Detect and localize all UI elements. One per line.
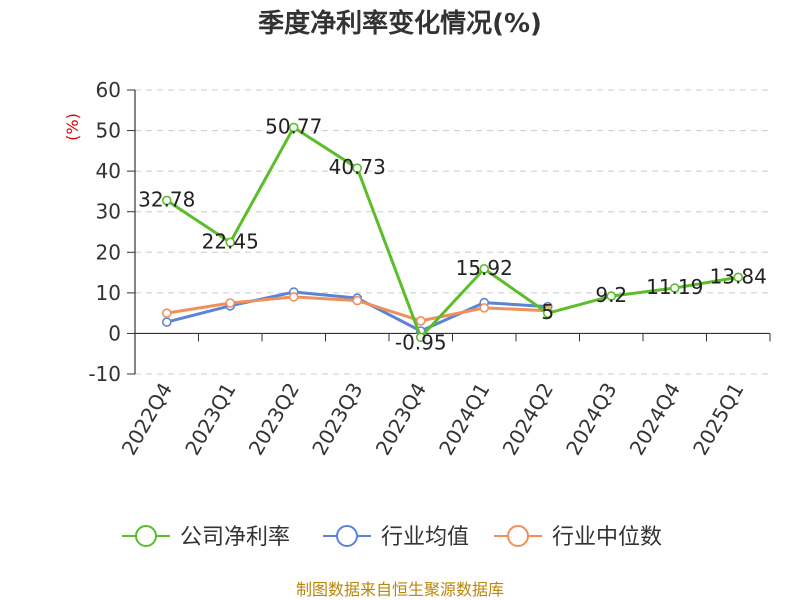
legend-label: 行业均值: [381, 525, 469, 550]
gridlines: [135, 89, 770, 375]
data-point: [479, 303, 490, 313]
data-point: [415, 316, 426, 326]
legend: 公司净利率 行业均值 行业中位数: [122, 525, 662, 550]
source-note: 制图数据来自恒生聚源数据库: [296, 580, 504, 599]
y-axis-label: (%): [63, 113, 82, 141]
x-tick-label: 2023Q1: [180, 379, 240, 460]
data-point: [225, 298, 236, 308]
data-point: [352, 163, 363, 173]
y-tick-label: 40: [96, 159, 121, 183]
data-point: [288, 122, 299, 133]
x-tick-label: 2025Q1: [688, 379, 748, 460]
data-label: 15.92: [456, 256, 513, 280]
data-point: [161, 317, 172, 327]
data-label: 22.45: [202, 229, 259, 253]
series-lines: [161, 122, 744, 343]
x-tick-label: 2023Q2: [244, 379, 304, 460]
x-tick-label: 2022Q4: [117, 379, 177, 460]
y-tick-label: 10: [96, 281, 121, 305]
chart-title: 季度净利率变化情况(%): [258, 8, 542, 39]
x-tick-label: 2024Q3: [561, 379, 621, 460]
data-label: 50.77: [265, 114, 322, 138]
data-point: [352, 295, 363, 306]
y-tick-label: -10: [88, 362, 121, 386]
y-tick-label: 30: [96, 200, 121, 224]
y-tick-label: 20: [96, 240, 121, 264]
legend-marker: [336, 525, 358, 547]
y-tick-label: 0: [108, 321, 121, 345]
data-labels: 32.78 22.45 50.77 40.73 -0.95 15.92 5 9.2 11.19 1…: [138, 114, 767, 354]
data-point: [669, 283, 680, 293]
data-point: [161, 308, 172, 318]
x-tick-label: 2023Q4: [371, 379, 431, 460]
data-label: 9.2: [595, 283, 627, 307]
data-label: 32.78: [138, 187, 195, 211]
x-tick-label: 2024Q2: [498, 379, 558, 460]
data-label: 40.73: [329, 155, 386, 179]
x-tick-label: 2024Q4: [625, 379, 685, 460]
x-tick-label: 2024Q1: [434, 379, 494, 460]
data-label: -0.95: [395, 330, 447, 354]
legend-label: 行业中位数: [552, 525, 662, 550]
data-label: 5: [541, 300, 554, 324]
data-point: [288, 292, 299, 302]
x-tick-label: 2023Q3: [307, 379, 367, 460]
legend-marker: [135, 525, 157, 547]
data-point: [606, 291, 617, 301]
data-point: [479, 264, 490, 274]
data-point: [542, 308, 553, 318]
data-label: 13.84: [710, 264, 767, 288]
data-point: [415, 332, 426, 343]
data-point: [225, 237, 236, 248]
data-point: [161, 195, 172, 206]
legend-label: 公司净利率: [180, 525, 290, 550]
data-point: [733, 272, 744, 283]
series-line: [165, 125, 739, 339]
legend-marker: [507, 525, 529, 547]
y-tick-label: 60: [96, 78, 121, 102]
data-label: 11.19: [646, 275, 703, 299]
y-tick-label: 50: [96, 119, 121, 143]
axes: -10 0 10 20 30 40 50 60 2022Q4 2023Q1 2023Q2 2023Q3…: [88, 78, 771, 460]
